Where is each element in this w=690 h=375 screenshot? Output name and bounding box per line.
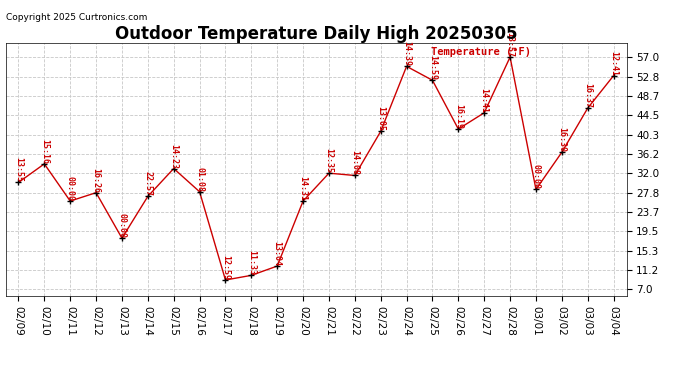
Text: 12:35: 12:35 — [324, 148, 333, 173]
Text: Temperature (°F): Temperature (°F) — [431, 47, 531, 57]
Text: 14:59: 14:59 — [428, 55, 437, 80]
Text: 00:00: 00:00 — [66, 176, 75, 201]
Text: 16:30: 16:30 — [558, 127, 566, 152]
Text: 16:26: 16:26 — [92, 168, 101, 193]
Text: 13:05: 13:05 — [376, 106, 385, 131]
Text: 14:23: 14:23 — [169, 144, 178, 168]
Text: 15:16: 15:16 — [40, 139, 49, 164]
Text: 13:57: 13:57 — [506, 32, 515, 57]
Text: 13:04: 13:04 — [273, 241, 282, 266]
Title: Outdoor Temperature Daily High 20250305: Outdoor Temperature Daily High 20250305 — [115, 25, 518, 43]
Text: 14:39: 14:39 — [402, 41, 411, 66]
Text: 16:37: 16:37 — [583, 83, 592, 108]
Text: 14:31: 14:31 — [299, 176, 308, 201]
Text: 14:41: 14:41 — [480, 88, 489, 113]
Text: 14:08: 14:08 — [351, 150, 359, 176]
Text: 16:19: 16:19 — [454, 104, 463, 129]
Text: Copyright 2025 Curtronics.com: Copyright 2025 Curtronics.com — [6, 13, 147, 22]
Text: 00:00: 00:00 — [531, 164, 540, 189]
Text: 22:57: 22:57 — [144, 171, 152, 196]
Text: 12:41: 12:41 — [609, 51, 618, 76]
Text: 11:33: 11:33 — [247, 251, 256, 275]
Text: 12:59: 12:59 — [221, 255, 230, 280]
Text: 01:08: 01:08 — [195, 167, 204, 192]
Text: 13:55: 13:55 — [14, 158, 23, 183]
Text: 00:00: 00:00 — [117, 213, 126, 238]
